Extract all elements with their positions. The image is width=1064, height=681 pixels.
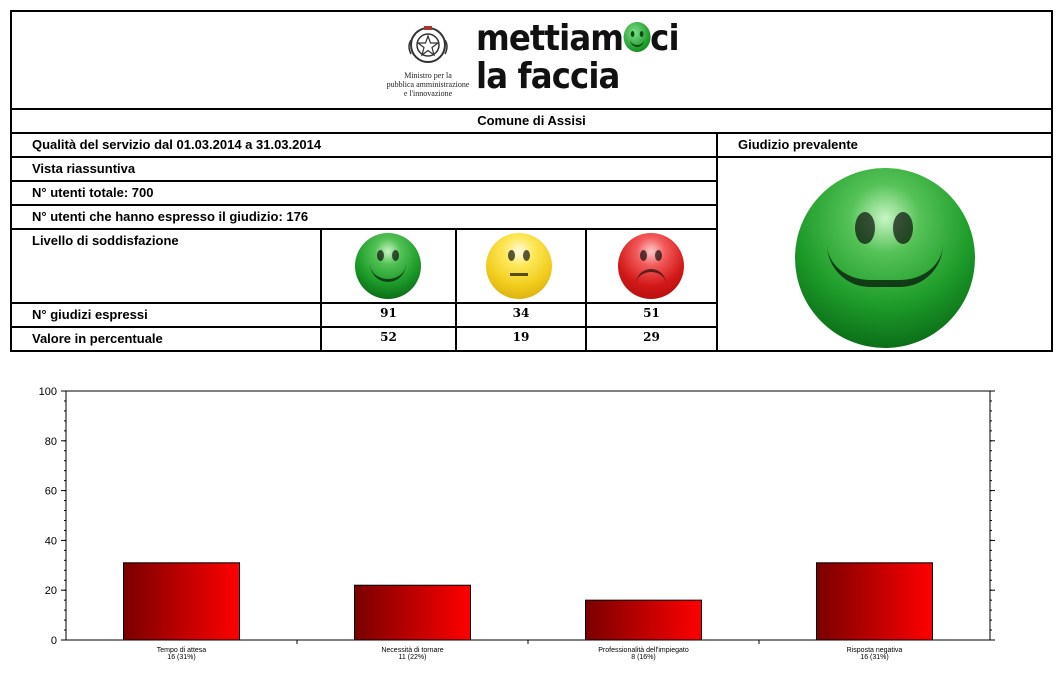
prevalent-panel: Giudizio prevalente [716, 134, 1051, 352]
sad-face-icon [618, 233, 684, 299]
comune-title: Comune di Assisi [12, 110, 1051, 134]
bar [354, 584, 471, 641]
judgements-label: N° giudizi espressi [32, 307, 148, 322]
judgements-sad: 51 [585, 304, 716, 326]
report-header: Ministro per la pubblica amministrazione… [12, 12, 1051, 110]
y-tick-label: 60 [45, 486, 57, 498]
happy-face-icon [355, 233, 421, 299]
neutral-cell [455, 230, 585, 302]
percent-sad: 29 [585, 328, 716, 352]
prevalent-title: Giudizio prevalente [718, 134, 1051, 158]
judging-users-row: N° utenti che hanno espresso il giudizio… [12, 206, 716, 230]
x-category-sublabel: 16 (31%) [860, 654, 888, 661]
x-category-sublabel: 11 (22%) [399, 654, 427, 661]
prevalent-happy-face-icon [795, 168, 975, 348]
brand-line1-part2: ci [650, 18, 679, 59]
bar-chart: 0 20 40 60 80 100 Tempo di attesa 16 (31%) Neces… [30, 385, 1034, 675]
bar [585, 599, 702, 641]
brand-line1-part1: mettiam [476, 18, 624, 59]
percent-row: Valore in percentuale 52 19 29 [12, 328, 716, 352]
neutral-face-icon [486, 233, 552, 299]
x-category-label: Necessità di tornare [381, 647, 443, 654]
ministry-caption-line1: Ministro per la [404, 71, 452, 80]
judgements-row: N° giudizi espressi 91 34 51 [12, 304, 716, 328]
quality-label: Qualità del servizio dal 01.03.2014 a 31… [32, 137, 322, 152]
percent-neutral: 19 [455, 328, 585, 352]
brand-smiley-icon [623, 22, 651, 52]
y-tick-label: 20 [45, 585, 57, 597]
judging-users-label: N° utenti che hanno espresso il giudizio… [32, 209, 309, 224]
x-category-label: Professionalità dell'impiegato [598, 647, 689, 654]
y-tick-label: 100 [39, 386, 57, 398]
judgements-neutral: 34 [455, 304, 585, 326]
total-users-label: N° utenti totale: 700 [32, 185, 154, 200]
percent-label: Valore in percentuale [32, 331, 163, 346]
x-category-label: Risposta negativa [847, 647, 903, 654]
ministry-emblem: Ministro per la pubblica amministrazione… [380, 24, 476, 108]
sad-cell [585, 230, 716, 302]
satisfaction-label: Livello di soddisfazione [32, 233, 179, 248]
view-row: Vista riassuntiva [12, 158, 716, 182]
satisfaction-row: Livello di soddisfazione [12, 230, 716, 304]
quality-row: Qualità del servizio dal 01.03.2014 a 31… [12, 134, 716, 158]
brand-logo: mettiam ci la faccia [476, 18, 680, 97]
bar [816, 562, 933, 641]
report-frame: Ministro per la pubblica amministrazione… [10, 10, 1053, 352]
percent-happy: 52 [320, 328, 455, 352]
ministry-caption-line2: pubblica amministrazione [386, 80, 470, 89]
ministry-caption-line3: e l'innovazione [403, 89, 453, 98]
x-category-sublabel: 16 (31%) [167, 654, 195, 661]
y-tick-label: 80 [45, 436, 57, 448]
italian-emblem-icon [408, 26, 448, 63]
y-tick-label: 0 [51, 635, 57, 647]
view-label: Vista riassuntiva [32, 161, 136, 176]
happy-cell [320, 230, 455, 302]
x-category-label: Tempo di attesa [157, 647, 207, 654]
y-tick-label: 40 [45, 535, 57, 547]
judgements-happy: 91 [320, 304, 455, 326]
bar [123, 562, 240, 641]
total-users-row: N° utenti totale: 700 [12, 182, 716, 206]
x-category-sublabel: 8 (16%) [631, 654, 656, 661]
brand-line2: la faccia [476, 56, 620, 97]
